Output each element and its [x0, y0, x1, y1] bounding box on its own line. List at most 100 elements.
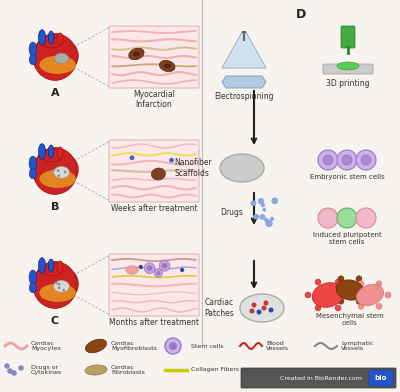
Circle shape	[315, 279, 321, 285]
Ellipse shape	[33, 34, 77, 80]
Circle shape	[4, 363, 10, 368]
Circle shape	[180, 268, 184, 272]
Circle shape	[270, 217, 274, 221]
Circle shape	[376, 303, 382, 309]
Text: Electrospinning: Electrospinning	[214, 92, 274, 101]
Circle shape	[52, 169, 55, 171]
Circle shape	[254, 214, 259, 219]
Circle shape	[318, 208, 338, 228]
Circle shape	[265, 218, 268, 221]
Circle shape	[251, 201, 256, 206]
FancyBboxPatch shape	[109, 254, 199, 316]
Text: D: D	[296, 8, 306, 21]
Ellipse shape	[40, 56, 76, 74]
Circle shape	[272, 198, 278, 204]
Circle shape	[261, 203, 265, 207]
Ellipse shape	[38, 258, 46, 273]
Circle shape	[12, 370, 16, 376]
Circle shape	[266, 220, 272, 227]
Ellipse shape	[54, 53, 69, 64]
Text: 3D printing: 3D printing	[326, 79, 370, 88]
Ellipse shape	[48, 259, 54, 272]
Circle shape	[305, 292, 311, 298]
FancyBboxPatch shape	[323, 64, 373, 74]
Ellipse shape	[312, 283, 344, 307]
Circle shape	[58, 174, 60, 177]
Circle shape	[64, 171, 66, 173]
Circle shape	[55, 281, 58, 284]
Ellipse shape	[48, 31, 54, 44]
Ellipse shape	[29, 54, 36, 65]
Ellipse shape	[54, 280, 69, 292]
Ellipse shape	[86, 339, 106, 353]
Circle shape	[62, 289, 65, 291]
Text: Induced pluripotent
stem cells: Induced pluripotent stem cells	[313, 232, 381, 245]
Text: Cardiac
Fibroblasts: Cardiac Fibroblasts	[111, 365, 145, 376]
Text: Weeks after treatment: Weeks after treatment	[111, 204, 197, 213]
Text: Mesenchymal stem
cells: Mesenchymal stem cells	[316, 313, 384, 326]
Ellipse shape	[38, 144, 46, 159]
Ellipse shape	[164, 64, 171, 68]
Circle shape	[335, 279, 341, 285]
Ellipse shape	[356, 285, 384, 305]
Ellipse shape	[29, 156, 37, 171]
Circle shape	[250, 309, 254, 314]
Ellipse shape	[129, 48, 144, 60]
Circle shape	[58, 283, 60, 285]
Ellipse shape	[133, 52, 140, 56]
Circle shape	[147, 265, 152, 271]
Circle shape	[358, 281, 364, 287]
Text: Embryonic stem cells: Embryonic stem cells	[310, 174, 384, 180]
Text: Nanofiber
Scaffolds: Nanofiber Scaffolds	[174, 158, 212, 178]
Circle shape	[256, 310, 262, 314]
Circle shape	[139, 265, 143, 269]
Ellipse shape	[57, 261, 63, 273]
Text: Cardiac
Myocytes: Cardiac Myocytes	[31, 341, 61, 351]
Circle shape	[252, 303, 256, 307]
Ellipse shape	[33, 261, 77, 309]
Text: Cardiac
Myofibroblasts: Cardiac Myofibroblasts	[111, 341, 157, 351]
Polygon shape	[222, 32, 266, 68]
Circle shape	[376, 281, 382, 287]
Circle shape	[154, 269, 163, 277]
Ellipse shape	[240, 294, 284, 322]
Ellipse shape	[42, 149, 63, 162]
Text: Cardiac
Patches: Cardiac Patches	[204, 298, 234, 318]
Ellipse shape	[29, 42, 37, 56]
Text: Lymphatic
Vessels: Lymphatic Vessels	[341, 341, 373, 351]
Circle shape	[329, 287, 335, 293]
Circle shape	[337, 150, 357, 170]
Ellipse shape	[29, 282, 36, 293]
Circle shape	[342, 155, 352, 165]
FancyBboxPatch shape	[369, 370, 393, 386]
Circle shape	[356, 208, 376, 228]
Circle shape	[258, 198, 264, 204]
Circle shape	[169, 158, 174, 163]
Circle shape	[356, 298, 362, 304]
Text: Stem cells: Stem cells	[191, 343, 224, 348]
Circle shape	[337, 208, 357, 228]
FancyBboxPatch shape	[109, 140, 199, 202]
Circle shape	[162, 263, 167, 269]
Text: Drugs: Drugs	[220, 207, 244, 216]
Text: Blood
Vessels: Blood Vessels	[266, 341, 289, 351]
Text: Created in BioRender.com: Created in BioRender.com	[280, 376, 362, 381]
Circle shape	[361, 155, 371, 165]
Circle shape	[264, 218, 268, 222]
Circle shape	[338, 298, 344, 304]
Ellipse shape	[151, 168, 166, 180]
Ellipse shape	[48, 145, 54, 158]
Ellipse shape	[33, 148, 77, 194]
Circle shape	[144, 263, 155, 274]
Text: Drugs or
Cytokines: Drugs or Cytokines	[31, 365, 62, 376]
Circle shape	[8, 368, 12, 374]
Text: bio: bio	[375, 375, 387, 381]
Circle shape	[318, 150, 338, 170]
Circle shape	[345, 292, 351, 298]
Circle shape	[262, 305, 266, 310]
Ellipse shape	[29, 169, 36, 179]
Circle shape	[264, 301, 268, 305]
Text: Months after treatment: Months after treatment	[109, 318, 199, 327]
Circle shape	[58, 287, 60, 289]
Circle shape	[385, 292, 391, 298]
